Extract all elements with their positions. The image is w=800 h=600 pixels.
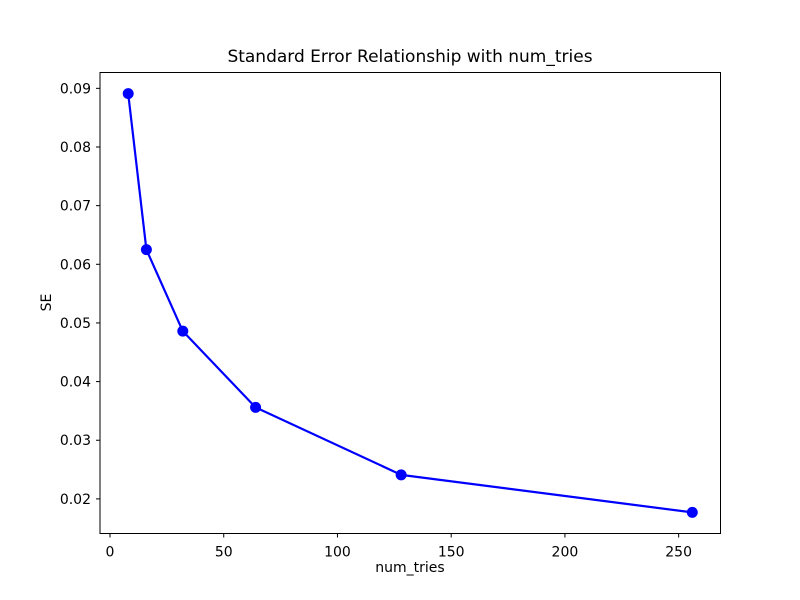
y-tick-label: 0.04 [60, 375, 91, 391]
chart-title: Standard Error Relationship with num_tri… [227, 47, 592, 67]
y-tick-label: 0.06 [60, 257, 91, 273]
x-tick-label: 250 [665, 545, 692, 561]
y-tick-label: 0.02 [60, 492, 91, 508]
x-tick-label: 150 [438, 545, 465, 561]
y-axis: 0.02 0.03 0.04 0.05 0.06 0.07 0.08 0.09 [60, 81, 100, 508]
plot-area [99, 72, 721, 534]
x-tick-label: 100 [324, 545, 351, 561]
x-tick-label: 50 [215, 545, 233, 561]
x-axis-label: num_tries [375, 560, 444, 576]
y-tick-label: 0.07 [60, 199, 91, 215]
y-tick-label: 0.05 [60, 316, 91, 332]
y-tick-label: 0.08 [60, 140, 91, 156]
data-point [177, 325, 189, 337]
x-tick-label: 0 [106, 545, 115, 561]
y-axis-label: SE [39, 294, 55, 312]
se-line [127, 93, 693, 514]
x-axis: 0 50 100 150 200 250 [106, 533, 692, 561]
data-point [395, 469, 407, 481]
data-points [122, 88, 698, 518]
data-point [250, 401, 262, 413]
x-tick-label: 200 [552, 545, 579, 561]
data-point [122, 88, 134, 100]
data-point [686, 506, 698, 518]
y-tick-label: 0.09 [60, 81, 91, 97]
data-point [140, 244, 152, 256]
y-tick-label: 0.03 [60, 433, 91, 449]
